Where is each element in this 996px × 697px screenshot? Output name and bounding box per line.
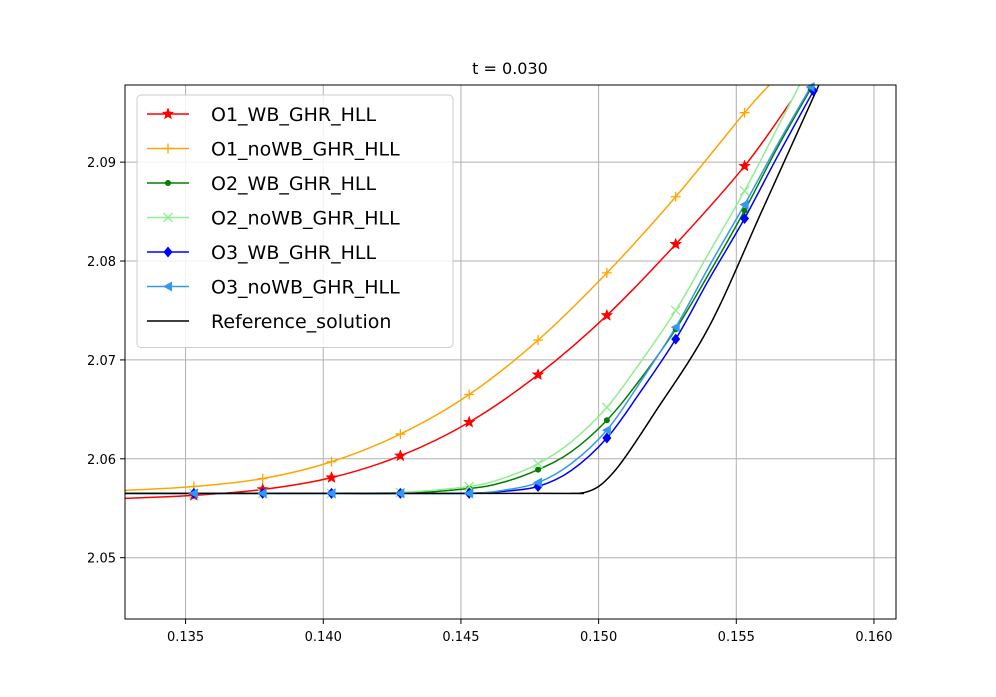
axes: 0.135 0.140 0.145 0.150 0.155 0.160 2.05 2.06 2.… (87, 156, 893, 645)
series-line-o1-wb-ghr-hll (125, 100, 792, 500)
legend-marker (163, 143, 173, 154)
data-point (805, 81, 815, 92)
data-point (531, 368, 545, 381)
data-point (739, 199, 749, 210)
data-point (603, 417, 610, 424)
data-point (533, 458, 543, 469)
legend-marker (163, 281, 172, 292)
legend-box (136, 94, 454, 348)
data-point (395, 488, 405, 499)
y-tick-label: 2.05 (87, 552, 116, 567)
data-point (533, 335, 544, 346)
x-tick-label: 0.160 (855, 630, 892, 645)
plot-frame (124, 84, 897, 620)
data-point (393, 449, 407, 462)
legend-entry: Reference_solution (211, 311, 391, 333)
x-tick-label: 0.135 (167, 630, 204, 645)
data-point (533, 477, 543, 488)
legend-entry: O3_noWB_GHR_HLL (211, 277, 400, 299)
legend-entry: O1_WB_GHR_HLL (211, 104, 376, 126)
data-point (670, 191, 681, 202)
data-point (739, 107, 750, 118)
legend-entry: O1_noWB_GHR_HLL (211, 139, 400, 161)
data-point (326, 488, 336, 499)
data-point (602, 432, 612, 444)
data-point (670, 305, 681, 316)
legend-marker (163, 246, 173, 258)
data-point (257, 488, 267, 499)
data-point (601, 402, 612, 413)
chart-title: t = 0.030 (472, 59, 548, 78)
x-tick-label: 0.140 (305, 630, 342, 645)
y-tick-label: 2.07 (87, 354, 116, 369)
y-tick-label: 2.06 (87, 453, 116, 468)
legend-entry: O2_WB_GHR_HLL (211, 173, 376, 195)
data-point (535, 466, 542, 473)
data-point (738, 159, 751, 172)
legend: O1_WB_GHR_HLL O1_noWB_GHR_HLL O2_WB_GHR_HL… (136, 94, 454, 348)
legend-marker (163, 212, 173, 223)
data-point (671, 333, 681, 345)
legend-entry: O2_noWB_GHR_HLL (211, 208, 400, 230)
data-point (740, 213, 750, 224)
data-point (464, 389, 475, 400)
legend-marker (165, 180, 171, 186)
data-point (464, 488, 474, 499)
x-tick-label: 0.150 (580, 630, 617, 645)
data-point (669, 237, 683, 250)
x-tick-label: 0.145 (442, 630, 479, 645)
x-tick-label: 0.155 (718, 630, 755, 645)
legend-entry: O3_WB_GHR_HLL (211, 242, 376, 264)
data-point (670, 322, 680, 333)
data-point (325, 470, 338, 484)
data-point (601, 425, 611, 436)
data-point (601, 267, 612, 278)
data-point (395, 429, 406, 440)
series-line-reference-solution (125, 85, 820, 495)
data-point (326, 456, 337, 467)
series-line-o1-nowb-ghr-hll (125, 85, 770, 492)
marker-layer (187, 81, 818, 501)
series-layer (125, 85, 820, 500)
data-point (188, 488, 198, 499)
data-point (739, 185, 750, 196)
y-tick-label: 2.09 (87, 156, 116, 171)
data-point (462, 415, 476, 428)
legend-marker (161, 107, 175, 120)
data-point (741, 207, 748, 214)
y-tick-label: 2.08 (87, 255, 116, 270)
data-point (600, 308, 614, 321)
data-point (257, 473, 268, 484)
